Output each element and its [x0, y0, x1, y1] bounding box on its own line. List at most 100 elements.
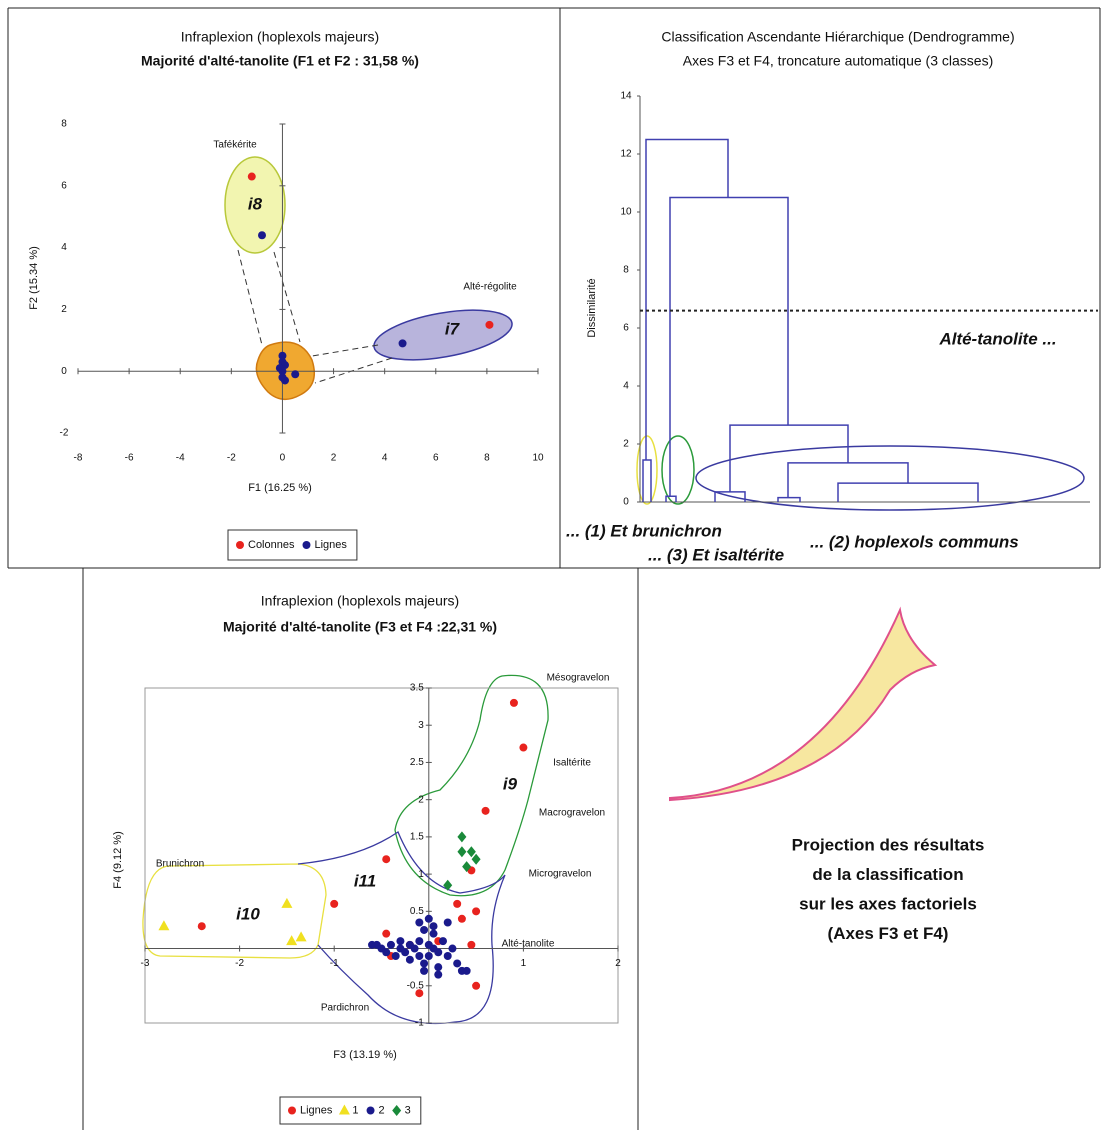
marker-triangle [281, 897, 293, 908]
y-tick-label: 2 [61, 304, 67, 315]
marker-circle [236, 541, 244, 549]
marker-circle [424, 914, 433, 923]
marker-circle [398, 339, 407, 348]
marker-circle [434, 963, 443, 972]
chart-title: Infraplexion (hoplexols majeurs) [261, 593, 459, 609]
x-tick-label: 0 [280, 453, 286, 464]
marker-triangle [295, 931, 307, 942]
x-tick-label: 8 [484, 453, 490, 464]
marker-circle [330, 899, 339, 908]
marker-circle [509, 698, 518, 707]
marker-circle [434, 948, 443, 957]
y-tick-label: -2 [60, 428, 69, 439]
marker-circle [258, 231, 266, 240]
point-label: Alté-régolite [463, 282, 517, 293]
marker-circle [405, 955, 414, 964]
marker-circle [429, 922, 438, 931]
x-tick-label: -3 [141, 958, 150, 969]
legend-label: 1 [352, 1104, 358, 1116]
point-label: Macrogravelon [539, 808, 605, 819]
marker-circle [462, 966, 471, 975]
x-tick-label: 1 [521, 958, 527, 969]
y-axis-title: F4 (9.12 %) [112, 831, 124, 888]
caption-line: sur les axes factoriels [799, 894, 977, 913]
cluster-label: i9 [503, 774, 518, 793]
panel-borders [7, 7, 1101, 1130]
marker-circle [434, 970, 443, 979]
y-tick-label: 2 [418, 794, 424, 805]
x-tick-label: -6 [125, 453, 134, 464]
marker-circle [288, 1106, 296, 1115]
marker-circle [278, 351, 287, 360]
plot-frame [144, 687, 619, 1024]
marker-triangle [286, 935, 298, 946]
point-label: Pardichron [321, 1003, 369, 1014]
x-tick-label: 2 [615, 958, 621, 969]
cluster-label: i8 [248, 194, 263, 213]
marker-circle [448, 944, 457, 953]
marker-circle [485, 320, 494, 329]
marker-circle [420, 925, 429, 934]
marker-circle [281, 376, 289, 385]
x-axis-title: F1 (16.25 %) [248, 482, 312, 494]
dendrogram-link [837, 482, 979, 502]
point-label: Microgravelon [529, 869, 592, 880]
x-tick-label: -2 [235, 958, 244, 969]
y-axis-title: F2 (15.34 %) [28, 246, 40, 310]
marker-circle [275, 364, 284, 373]
chart-subtitle: Axes F3 et F4, troncature automatique (3… [683, 53, 993, 69]
y-tick-label: 4 [623, 381, 629, 392]
y-tick-label: 2.5 [410, 757, 424, 768]
legend-label: Lignes [300, 1104, 333, 1116]
class-ellipses [636, 435, 1085, 511]
legend-label: Colonnes [248, 539, 295, 551]
chart-title: Classification Ascendante Hiérarchique (… [661, 29, 1014, 45]
cluster-label: i11 [354, 871, 376, 890]
class-label: ... (2) hoplexols communs [810, 532, 1019, 551]
marker-circle [429, 929, 438, 938]
y-tick-label: 3 [418, 720, 424, 731]
marker-circle [457, 914, 466, 923]
marker-circle [420, 966, 429, 975]
marker-circle [391, 952, 400, 960]
marker-circle [197, 922, 206, 931]
y-tick-label: 1 [418, 869, 424, 880]
marker-circle [519, 743, 528, 752]
dendrogram-link [729, 424, 849, 492]
chart-subtitle: Majorité d'alté-tanolite (F1 et F2 : 31,… [141, 53, 419, 69]
dendrogram-link [645, 138, 729, 460]
caption-line: Projection des résultats [792, 835, 985, 854]
marker-circle [415, 937, 424, 946]
cluster-hulls [224, 156, 513, 401]
y-tick-label: 4 [61, 242, 67, 253]
y-tick-label: 0.5 [410, 906, 424, 917]
marker-diamond [466, 846, 476, 858]
point-label: Isaltérite [553, 758, 591, 769]
y-tick-label: 10 [620, 207, 632, 218]
x-tick-label: 6 [433, 453, 439, 464]
marker-circle [291, 370, 300, 379]
caption-line: (Axes F3 et F4) [828, 924, 949, 943]
marker-diamond [392, 1105, 402, 1116]
marker-diamond [457, 846, 467, 858]
truncation-label: Alté-tanolite ... [938, 329, 1056, 348]
marker-circle [415, 918, 424, 927]
x-tick-label: 4 [382, 453, 388, 464]
y-tick-label: 6 [623, 323, 629, 334]
marker-triangle [158, 920, 170, 931]
marker-diamond [471, 853, 481, 865]
cluster-label: i10 [236, 904, 260, 923]
marker-circle [410, 944, 419, 953]
marker-circle [420, 959, 429, 968]
y-tick-label: 0 [61, 366, 67, 377]
marker-triangle [338, 1104, 350, 1115]
y-tick-label: 14 [620, 91, 632, 102]
dendrogram-link [714, 491, 746, 502]
y-tick-label: 6 [61, 180, 67, 191]
marker-circle [453, 899, 462, 908]
class-label: ... (3) Et isaltérite [648, 545, 784, 564]
dendrogram-link [665, 495, 677, 502]
y-tick-label: 1.5 [410, 832, 424, 843]
x-tick-label: -2 [227, 453, 236, 464]
legend-box [227, 529, 358, 561]
